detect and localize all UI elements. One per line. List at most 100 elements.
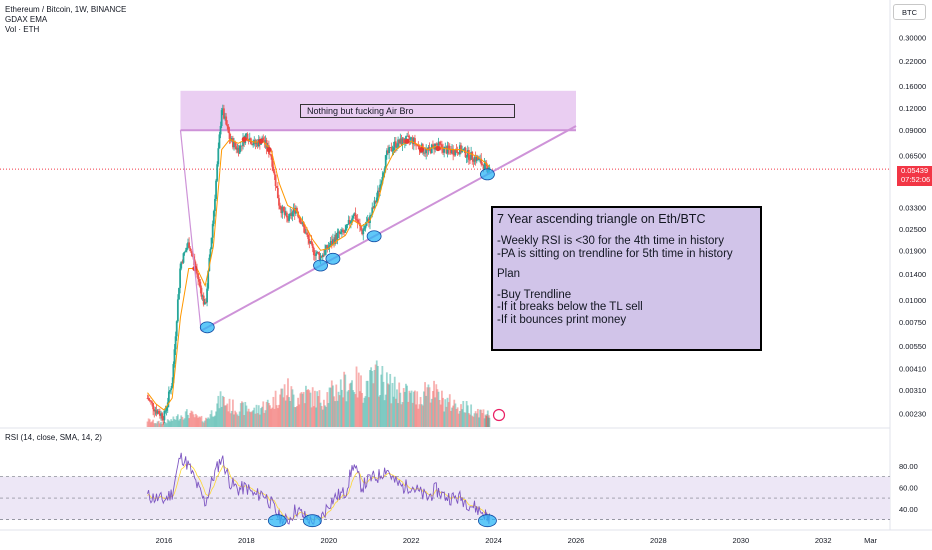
volume-bar xyxy=(183,418,186,427)
candle-body xyxy=(343,232,346,233)
volume-bar xyxy=(465,401,468,427)
touch-markers xyxy=(199,168,506,422)
volume-bar xyxy=(189,412,192,427)
volume-bar xyxy=(294,407,297,427)
candle-body xyxy=(271,156,274,167)
volume-bar xyxy=(362,402,365,427)
candle-body xyxy=(383,168,386,173)
legend-symbol[interactable]: Ethereum / Bitcoin, 1W, BINANCE xyxy=(5,5,127,14)
volume-bar xyxy=(297,397,299,427)
volume-bar xyxy=(379,395,382,427)
volume-bar xyxy=(257,405,260,427)
candle-body xyxy=(323,254,325,256)
candle-body xyxy=(423,152,425,154)
candle-body xyxy=(218,134,221,149)
candle-body xyxy=(196,269,198,274)
candle-body xyxy=(228,132,231,140)
volume-bar xyxy=(245,405,248,427)
candle-body xyxy=(352,215,355,219)
candle-body xyxy=(337,231,340,233)
candle-body xyxy=(223,108,225,119)
volume-bar xyxy=(400,404,403,427)
volume-bar xyxy=(419,396,422,427)
zone-label: Nothing but fucking Air Bro xyxy=(300,104,515,118)
legend-ema[interactable]: GDAX EMA xyxy=(5,15,48,24)
volume-bar xyxy=(452,405,455,427)
volume-bar xyxy=(272,396,275,427)
candle-body xyxy=(178,287,180,300)
candle-body xyxy=(289,213,292,215)
volume-bar xyxy=(153,423,156,427)
time-axis[interactable]: 2016 2018 2020 2022 2024 2026 2028 2030 2032 Mar xyxy=(156,536,878,545)
volume-bar xyxy=(338,395,341,427)
legend-rsi[interactable]: RSI (14, close, SMA, 14, 2) xyxy=(5,433,102,442)
candle-body xyxy=(152,402,155,410)
candle-body xyxy=(214,199,216,212)
candle-body xyxy=(215,180,217,200)
legend-volume[interactable]: Vol · ETH xyxy=(5,25,40,34)
volume-bar xyxy=(414,390,416,427)
price-tick-label: 0.01000 xyxy=(899,296,926,305)
volume-bar xyxy=(238,411,241,427)
price-axis[interactable]: 0.400000.300000.220000.160000.120000.090… xyxy=(899,11,926,514)
candle-body xyxy=(354,213,357,220)
currency-button[interactable]: BTC xyxy=(893,4,926,20)
volume-bar xyxy=(469,414,471,427)
candle-body xyxy=(282,206,285,211)
candle-body xyxy=(347,219,350,225)
candle-body xyxy=(372,207,375,209)
note-line xyxy=(497,227,756,235)
volume-bar xyxy=(220,406,223,427)
candle-body xyxy=(273,171,276,175)
volume-bar xyxy=(336,400,339,427)
volume-bar xyxy=(316,391,319,427)
volume-bar xyxy=(242,402,244,427)
candle-body xyxy=(176,299,179,322)
volume-bar xyxy=(188,418,190,427)
volume-bar xyxy=(194,413,197,427)
candle-body xyxy=(444,147,447,148)
volume-bar xyxy=(192,414,195,427)
volume-bar xyxy=(329,387,332,427)
volume-bar xyxy=(266,399,269,427)
rsi-tick-label: 80.00 xyxy=(899,462,918,471)
volume-bar xyxy=(209,414,212,427)
volume-bar xyxy=(197,417,199,427)
volume-bar xyxy=(285,395,288,427)
volume-bar xyxy=(225,405,228,427)
candle-body xyxy=(362,229,365,235)
volume-bar xyxy=(193,417,196,427)
volume-bar xyxy=(236,414,239,427)
volume-bar xyxy=(484,414,487,427)
candle-body xyxy=(233,141,235,148)
volume-bar xyxy=(488,417,491,427)
candle-body xyxy=(345,225,348,231)
volume-bar xyxy=(287,378,289,427)
candle-body xyxy=(306,232,308,235)
price-tick-label: 0.00230 xyxy=(899,409,926,418)
signal-dot xyxy=(266,147,272,153)
candle-body xyxy=(308,238,311,244)
candle-body xyxy=(415,143,417,145)
volume-bar xyxy=(146,421,149,427)
volume-bar xyxy=(262,401,265,427)
candle-body xyxy=(170,388,173,391)
volume-bar xyxy=(239,403,242,427)
volume-bar xyxy=(200,415,203,427)
volume-bar xyxy=(460,404,462,427)
candle-body xyxy=(450,149,452,154)
current-price-tag: 0.05439 07:52:06 xyxy=(897,166,932,186)
volume-bar xyxy=(343,371,346,427)
trendline-touch-marker xyxy=(325,252,341,265)
volume-bar xyxy=(228,398,231,427)
volume-bar xyxy=(176,414,179,427)
candle-body xyxy=(394,141,397,148)
volume-bar xyxy=(203,420,206,427)
candle-body xyxy=(335,234,338,240)
candle-body xyxy=(355,219,358,220)
volume-bar xyxy=(417,408,420,427)
candle-body xyxy=(412,138,415,145)
candle-body xyxy=(481,164,484,166)
volume-bar xyxy=(234,410,237,427)
